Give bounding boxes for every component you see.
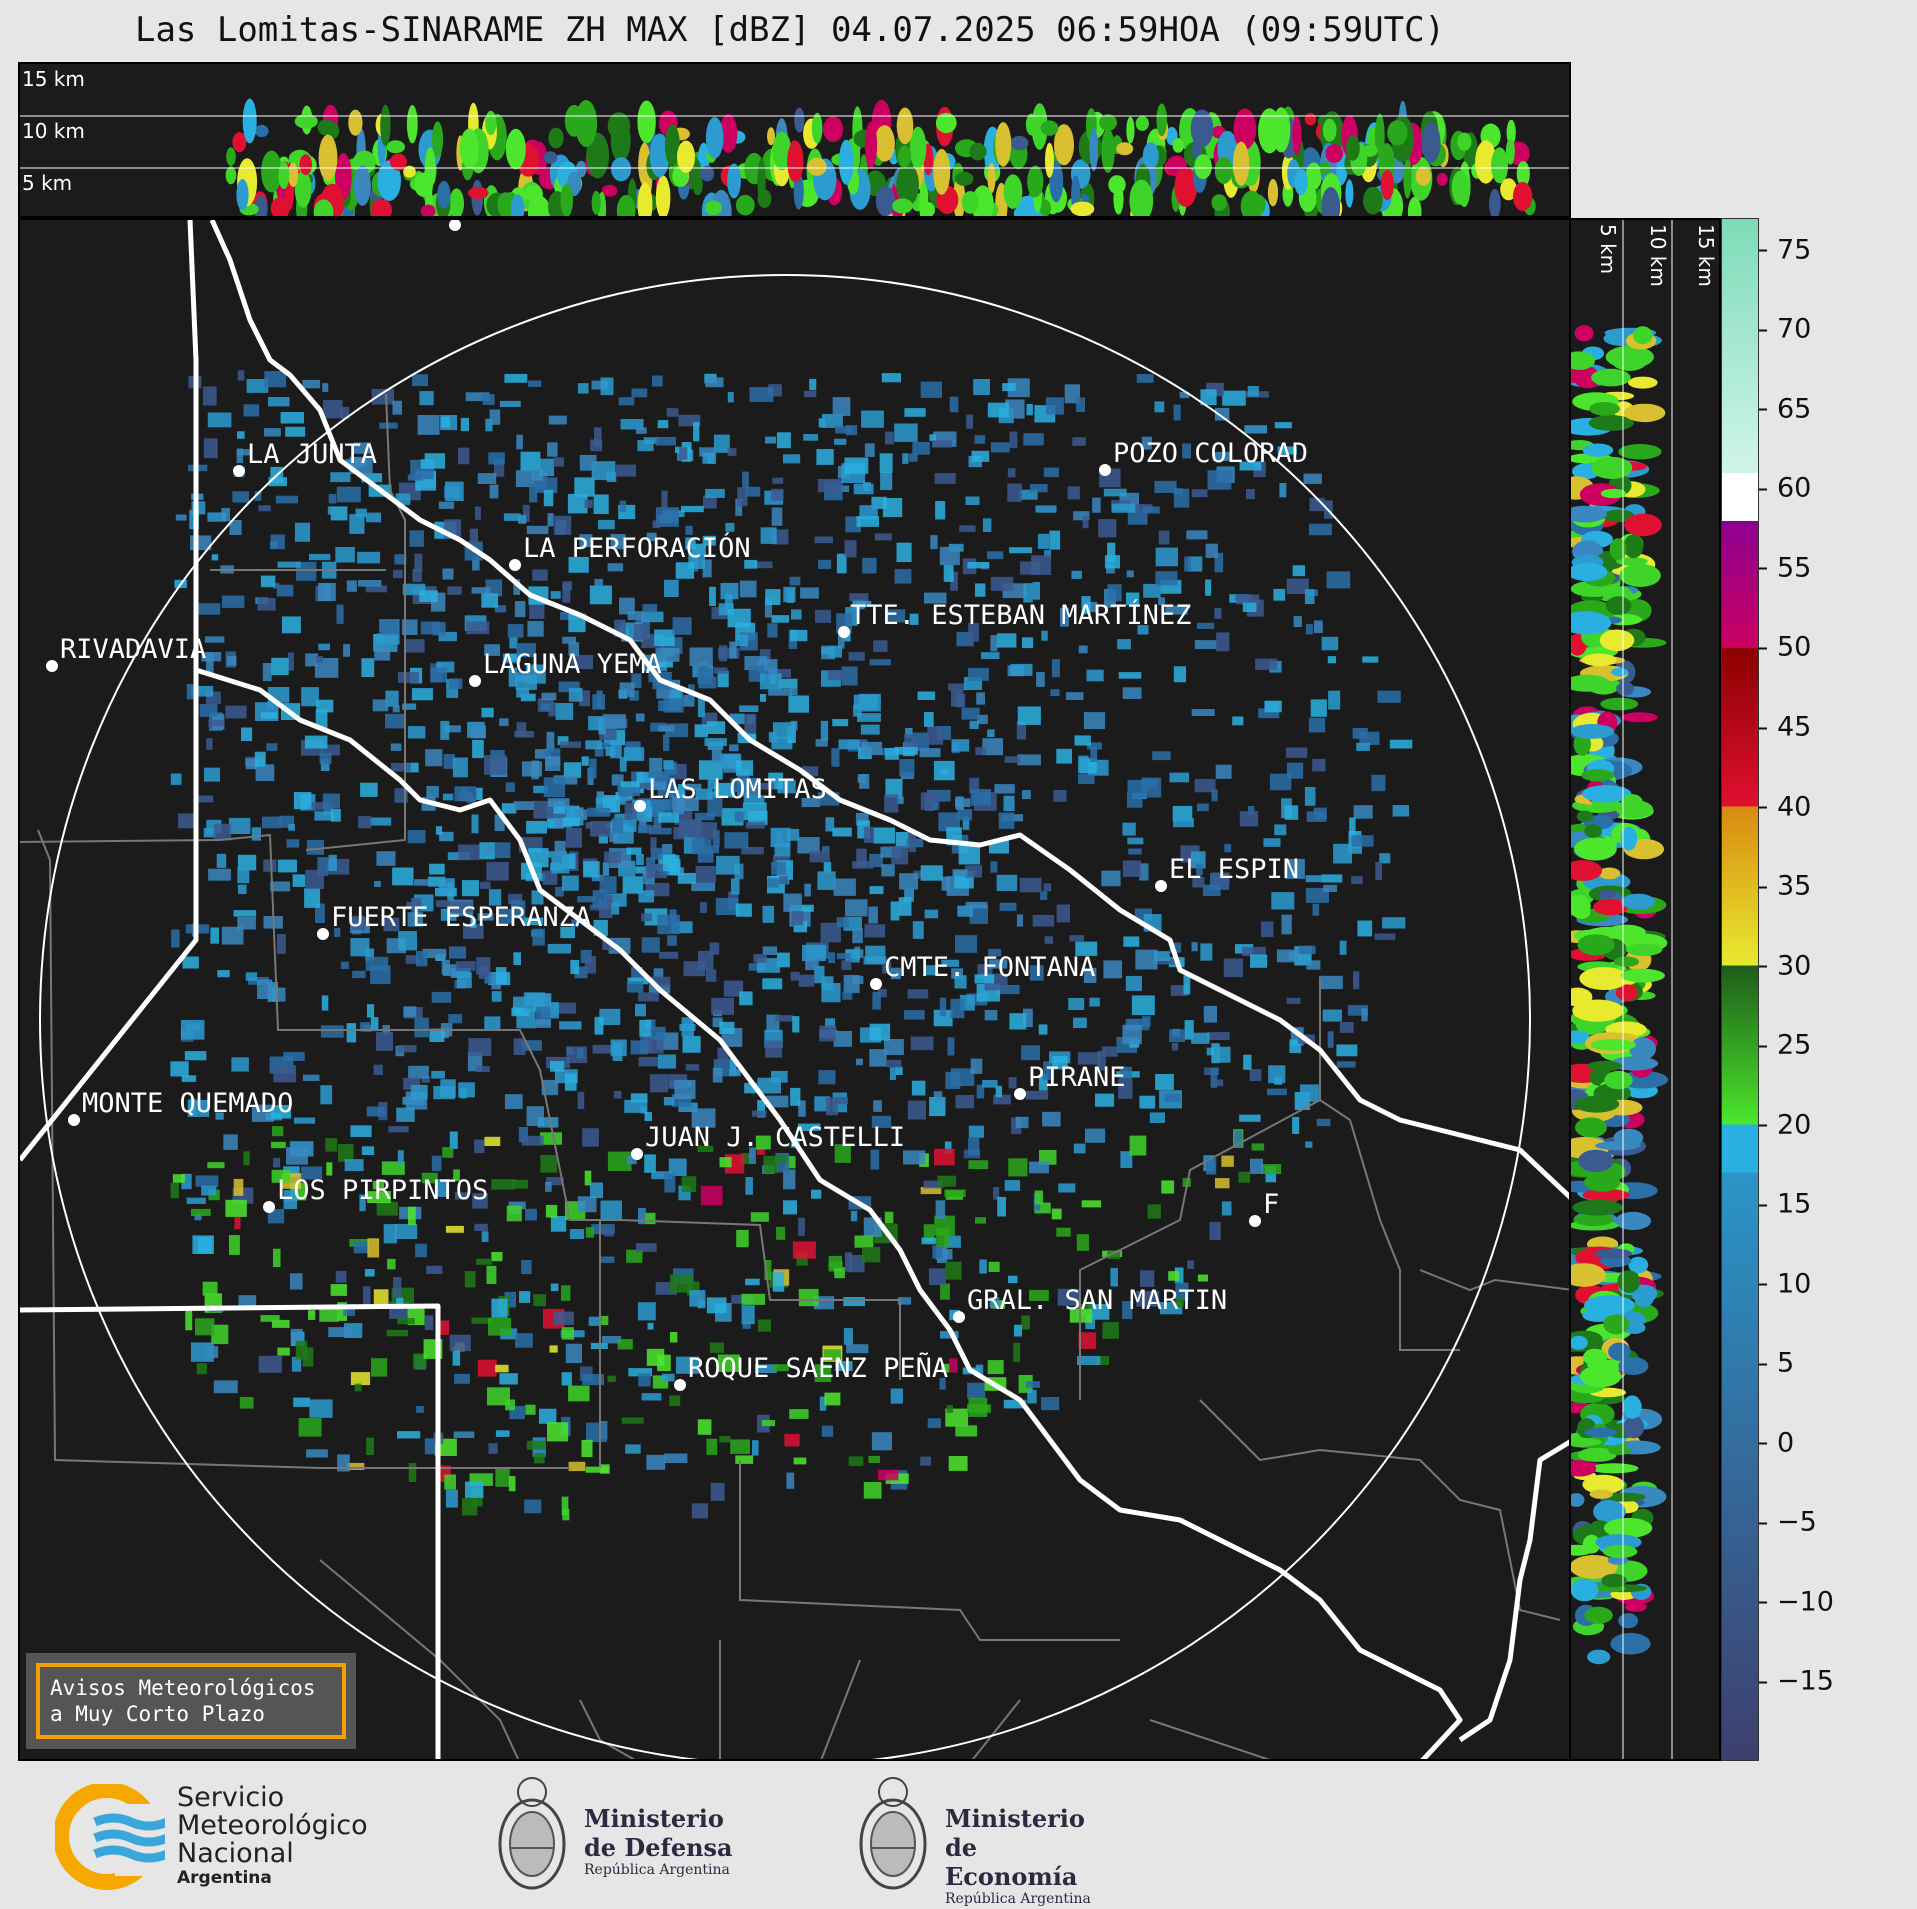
colorbar-tick: 35	[1759, 871, 1811, 902]
smn-line-1: Servicio	[177, 1782, 285, 1813]
place-marker	[469, 675, 481, 687]
smn-logo-icon	[55, 1784, 165, 1890]
place-marker	[953, 1311, 965, 1323]
smn-line-2: Meteorológico	[177, 1810, 368, 1841]
coat-of-arms-icon	[859, 1777, 927, 1890]
height-label-5km: 5 km	[22, 171, 72, 195]
place-markers: TEZÉN LA JUNTA POZO COLORAD LA PERFORACIÓN T…	[46, 220, 1308, 1391]
place-label: EL ESPIN	[1169, 854, 1299, 885]
place-marker	[46, 660, 58, 672]
place-label: CMTE. FONTANA	[884, 952, 1095, 983]
warning-label: Avisos Meteorológicos a Muy Corto Plazo	[36, 1663, 346, 1739]
department-lines	[20, 393, 1569, 1759]
colorbar-tick: 60	[1759, 473, 1811, 504]
colorbar-tick: 0	[1759, 1427, 1794, 1458]
ministerio-defensa-logo: Ministerio de Defensa República Argentin…	[494, 1770, 754, 1900]
colorbar-tick: −10	[1759, 1586, 1834, 1617]
economia-line-1: Ministerio	[945, 1804, 1085, 1833]
colorbar	[1721, 218, 1759, 1761]
place-marker	[631, 1148, 643, 1160]
height-label-15km-side: 15 km	[1694, 224, 1718, 287]
top-cross-section-svg: 15 km 10 km 5 km	[20, 67, 1569, 216]
colorbar-tick: 65	[1759, 393, 1811, 424]
colorbar-tick: −15	[1759, 1666, 1834, 1697]
smn-line-4: Argentina	[177, 1868, 272, 1888]
radar-map-panel: TEZÉN LA JUNTA POZO COLORAD LA PERFORACIÓN T…	[18, 218, 1571, 1761]
colorbar-tick: 5	[1759, 1348, 1794, 1379]
place-label: LA PERFORACIÓN	[523, 532, 751, 564]
place-label: LA JUNTA	[247, 439, 377, 470]
place-marker	[1099, 464, 1111, 476]
top-cross-section-panel: 15 km 10 km 5 km	[18, 62, 1571, 218]
place-marker	[674, 1379, 686, 1391]
defensa-line-3: República Argentina	[584, 1862, 730, 1878]
place-label: RIVADAVIA	[60, 634, 206, 665]
side-cross-section-panel: 5 km 10 km 15 km	[1569, 218, 1721, 1761]
side-cross-section-svg: 5 km 10 km 15 km	[1571, 220, 1718, 1759]
place-marker	[233, 465, 245, 477]
colorbar-tick: 15	[1759, 1189, 1811, 1220]
colorbar-ticks: 75 70 65 60 55 50 45 40 35 30 25 20 15 10 5 0 −5 −10 −15	[1759, 218, 1859, 1761]
place-marker	[1155, 880, 1167, 892]
chart-title: Las Lomitas-SINARAME ZH MAX [dBZ] 04.07.…	[134, 10, 1446, 50]
colorbar-tick: 70	[1759, 314, 1811, 345]
smn-logo: Servicio Meteorológico Nacional Argentin…	[55, 1770, 395, 1900]
height-label-10km: 10 km	[22, 119, 85, 143]
place-label: LAS LOMITAS	[648, 774, 827, 805]
place-label: JUAN J. CASTELLI	[645, 1122, 905, 1153]
defensa-line-2: de Defensa	[584, 1833, 733, 1862]
place-label: LOS PIRPINTOS	[277, 1175, 488, 1206]
warning-button[interactable]: Avisos Meteorológicos a Muy Corto Plazo	[26, 1653, 356, 1749]
place-label: TTE. ESTEBAN MARTÍNEZ	[850, 599, 1191, 631]
place-marker	[838, 626, 850, 638]
colorbar-tick: 75	[1759, 234, 1811, 265]
place-marker	[317, 928, 329, 940]
colorbar-tick: 50	[1759, 632, 1811, 663]
place-marker	[1249, 1215, 1261, 1227]
place-marker	[634, 800, 646, 812]
colorbar-tick: 55	[1759, 552, 1811, 583]
coat-of-arms-icon	[498, 1777, 566, 1890]
reflectivity-echoes	[170, 370, 1413, 1521]
height-label-15km: 15 km	[22, 67, 85, 91]
height-label-10km-side: 10 km	[1646, 224, 1670, 287]
colorbar-tick: 45	[1759, 712, 1811, 743]
province-borders	[20, 220, 1569, 1759]
place-marker	[263, 1201, 275, 1213]
place-marker	[68, 1114, 80, 1126]
place-label: TEZÉN	[465, 220, 546, 224]
place-label: FUERTE ESPERANZA	[331, 902, 591, 933]
place-marker	[449, 220, 461, 231]
place-label: LAGUNA YEMA	[483, 649, 662, 680]
place-label: MONTE QUEMADO	[82, 1088, 293, 1119]
defensa-line-1: Ministerio	[584, 1804, 724, 1833]
place-label: POZO COLORAD	[1113, 438, 1308, 469]
smn-line-3: Nacional	[177, 1838, 294, 1869]
place-marker	[1014, 1088, 1026, 1100]
place-label: F	[1263, 1189, 1279, 1220]
height-label-5km-side: 5 km	[1596, 224, 1620, 274]
colorbar-tick: 20	[1759, 1109, 1811, 1140]
place-label: PIRANE	[1028, 1062, 1126, 1093]
range-ring	[39, 274, 1531, 1759]
place-marker	[870, 978, 882, 990]
place-label: ROQUE SAENZ PEÑA	[688, 1352, 948, 1384]
place-label: GRAL. SAN MARTIN	[967, 1285, 1227, 1316]
colorbar-tick: −5	[1759, 1507, 1817, 1538]
colorbar-tick: 25	[1759, 1030, 1811, 1061]
economia-line-2: de Economía	[945, 1833, 1078, 1891]
economia-line-3: República Argentina	[945, 1891, 1091, 1907]
colorbar-tick: 10	[1759, 1268, 1811, 1299]
colorbar-tick: 40	[1759, 791, 1811, 822]
radar-map-svg: TEZÉN LA JUNTA POZO COLORAD LA PERFORACIÓN T…	[20, 220, 1569, 1759]
ministerio-economia-logo: Ministerio de Economía República Argenti…	[855, 1770, 1115, 1907]
place-marker	[509, 559, 521, 571]
colorbar-tick: 30	[1759, 950, 1811, 981]
